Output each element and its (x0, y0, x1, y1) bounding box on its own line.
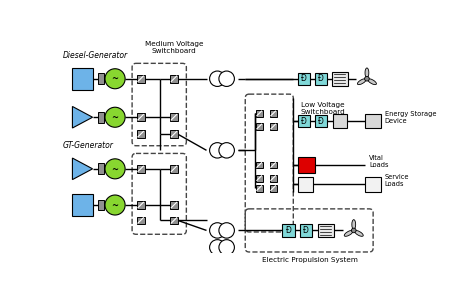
Circle shape (105, 195, 125, 215)
Polygon shape (73, 106, 92, 128)
Circle shape (219, 143, 235, 158)
Bar (98, 73, 104, 84)
Text: Ð: Ð (301, 117, 307, 126)
Polygon shape (73, 158, 92, 179)
Bar (170, 113, 178, 121)
Circle shape (105, 69, 125, 89)
Bar (318, 224, 334, 237)
Text: ~: ~ (111, 113, 118, 122)
Bar (332, 72, 347, 86)
Bar (170, 217, 178, 224)
Bar (170, 165, 178, 173)
Text: Ð: Ð (318, 117, 324, 126)
Circle shape (210, 240, 225, 255)
Bar (333, 114, 347, 128)
Bar (270, 185, 277, 191)
Circle shape (219, 71, 235, 86)
Bar (170, 201, 178, 209)
Bar (72, 68, 93, 89)
Text: Ð: Ð (318, 74, 324, 83)
Circle shape (105, 159, 125, 179)
Text: Low Voltage
Switchboard: Low Voltage Switchboard (301, 102, 345, 115)
Text: ~: ~ (111, 164, 118, 173)
Text: Diesel-Generator: Diesel-Generator (63, 51, 128, 60)
Circle shape (210, 223, 225, 238)
Ellipse shape (344, 231, 353, 236)
Text: GT-Generator: GT-Generator (63, 141, 114, 150)
Bar (255, 123, 263, 130)
Bar (270, 123, 277, 130)
Text: Ð: Ð (303, 226, 309, 235)
Bar (137, 75, 145, 83)
Text: Electric Propulsion System: Electric Propulsion System (262, 257, 357, 263)
Text: ~: ~ (111, 201, 118, 210)
Bar (300, 224, 312, 237)
Bar (255, 162, 263, 168)
Bar (298, 115, 310, 127)
Circle shape (210, 71, 225, 86)
Circle shape (219, 223, 235, 238)
Ellipse shape (368, 79, 376, 85)
Circle shape (351, 228, 356, 233)
Circle shape (219, 240, 235, 255)
Bar (137, 165, 145, 173)
Bar (270, 162, 277, 168)
Bar (137, 130, 145, 138)
Ellipse shape (365, 68, 369, 78)
Bar (255, 175, 263, 181)
Bar (137, 113, 145, 121)
Text: Vital
Loads: Vital Loads (369, 154, 389, 168)
Bar (170, 130, 178, 138)
Text: ~: ~ (111, 74, 118, 83)
Bar (98, 112, 104, 123)
Bar (137, 201, 145, 209)
Bar (298, 177, 313, 192)
Bar (315, 115, 328, 127)
Text: Service
Loads: Service Loads (385, 174, 409, 187)
Circle shape (210, 143, 225, 158)
Bar (255, 185, 263, 191)
Text: Medium Voltage
Switchboard: Medium Voltage Switchboard (145, 41, 203, 55)
Text: Ð: Ð (286, 226, 292, 235)
Bar (270, 110, 277, 117)
Bar (270, 175, 277, 181)
Bar (298, 73, 310, 85)
Bar (365, 114, 381, 128)
Ellipse shape (352, 220, 356, 229)
Bar (255, 110, 263, 117)
Ellipse shape (355, 231, 363, 236)
Ellipse shape (357, 79, 366, 85)
Bar (283, 224, 295, 237)
Bar (72, 194, 93, 216)
Bar (365, 177, 381, 192)
Circle shape (365, 76, 369, 81)
Bar (98, 200, 104, 210)
Text: Energy Storage
Device: Energy Storage Device (385, 111, 436, 124)
Bar (315, 73, 328, 85)
Circle shape (105, 107, 125, 127)
Bar (298, 156, 315, 174)
Bar (137, 217, 145, 224)
Bar (98, 163, 104, 174)
Text: Ð: Ð (301, 74, 307, 83)
Bar (170, 75, 178, 83)
